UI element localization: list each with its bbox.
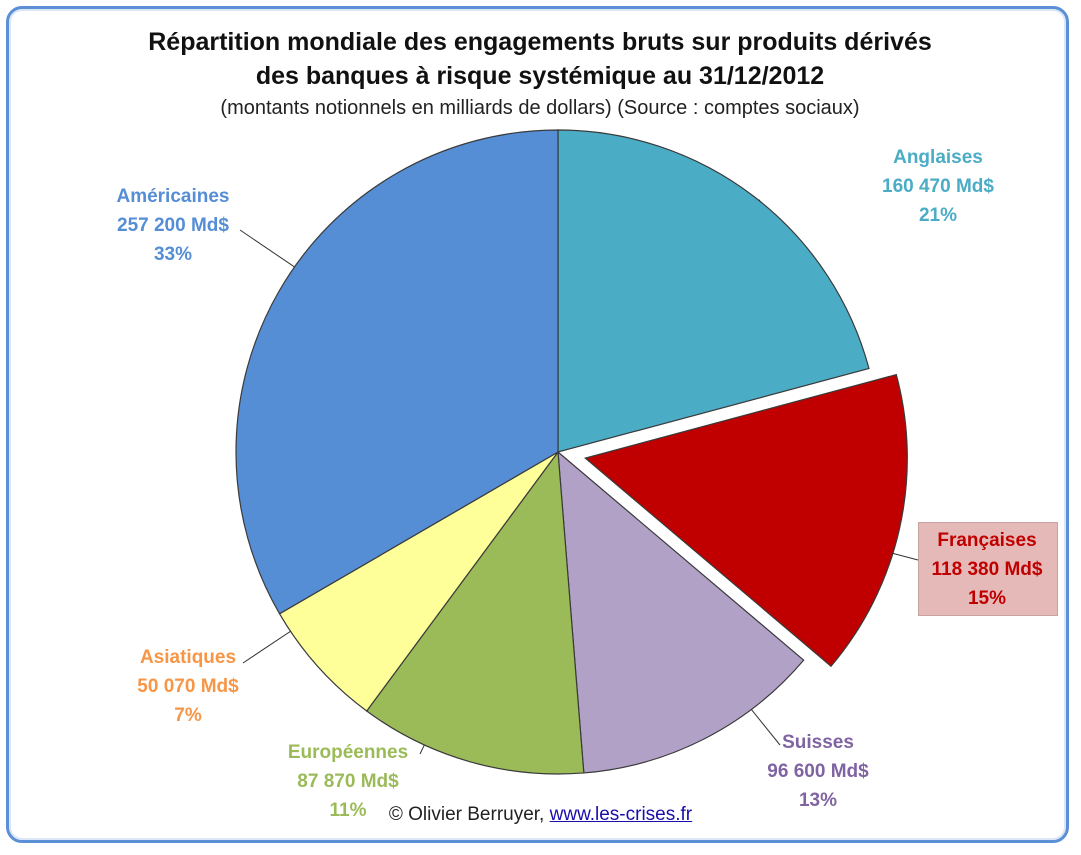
- label-asiatiques-percent: 7%: [174, 705, 202, 726]
- francaises-label-box: [918, 522, 1058, 616]
- credit-link[interactable]: www.les-crises.fr: [549, 804, 693, 825]
- leader-line: [892, 552, 919, 561]
- pie-slice-anglaises: [557, 129, 870, 453]
- label-anglaises-percent: 21%: [918, 205, 958, 226]
- label-europeennes-name: Européennes: [287, 742, 409, 763]
- label-asiatiques: Asiatiques 50 070 Md$ 7%: [88, 643, 288, 730]
- label-francaises-percent: 15%: [967, 588, 1007, 609]
- label-suisses-name: Suisses: [782, 732, 854, 753]
- leader-line: [239, 229, 295, 268]
- label-francaises-name: Françaises: [937, 530, 1037, 551]
- pie-slice-suisses: [557, 450, 805, 774]
- label-francaises: Françaises 118 380 Md$ 15%: [887, 526, 1081, 613]
- chart-title-line2: des banques à risque systémique au 31/12…: [255, 62, 825, 90]
- chart-title-line1: Répartition mondiale des engagements bru…: [148, 28, 932, 56]
- pie-slice-americaines: [235, 129, 559, 615]
- leader-line: [750, 709, 781, 746]
- label-suisses-percent: 13%: [798, 790, 838, 811]
- leader-line: [419, 744, 425, 755]
- label-americaines-percent: 33%: [153, 244, 193, 265]
- label-anglaises: Anglaises 160 470 Md$ 21%: [838, 143, 1038, 230]
- credit-text: © Olivier Berruyer,: [388, 804, 545, 825]
- label-suisses-value: 96 600 Md$: [767, 761, 869, 782]
- chart-subtitle: (montants notionnels en milliards de dol…: [220, 97, 860, 119]
- label-americaines: Américaines 257 200 Md$ 33%: [73, 182, 273, 269]
- label-americaines-value: 257 200 Md$: [117, 215, 229, 236]
- label-europeennes: Européennes 87 870 Md$ 11%: [248, 738, 448, 825]
- credit-line: © Olivier Berruyer, www.les-crises.fr: [0, 804, 1081, 826]
- label-europeennes-value: 87 870 Md$: [297, 771, 399, 792]
- leader-line: [242, 630, 291, 664]
- label-anglaises-value: 160 470 Md$: [882, 176, 994, 197]
- pie-slice-europeennes: [365, 450, 585, 775]
- label-francaises-value: 118 380 Md$: [931, 559, 1043, 580]
- label-europeennes-percent: 11%: [329, 800, 367, 821]
- pie-slice-asiatiques: [278, 451, 559, 712]
- label-anglaises-name: Anglaises: [893, 147, 983, 168]
- label-americaines-name: Américaines: [116, 186, 230, 207]
- label-suisses: Suisses 96 600 Md$ 13%: [718, 728, 918, 815]
- pie-slice-francaises: [584, 373, 908, 668]
- label-asiatiques-name: Asiatiques: [139, 647, 237, 668]
- label-asiatiques-value: 50 070 Md$: [137, 676, 239, 697]
